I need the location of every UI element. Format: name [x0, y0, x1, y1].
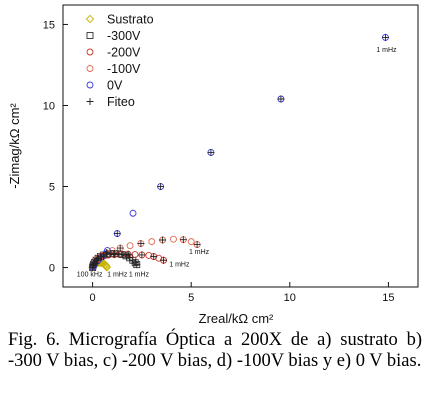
x-axis-label: Zreal/kΩ cm²	[199, 311, 274, 325]
data-point-circle	[145, 251, 153, 259]
data-point-circle	[148, 238, 156, 246]
y-tick-label: 0	[49, 263, 55, 275]
legend-label: Fiteo	[107, 95, 135, 109]
legend-label: 0V	[107, 79, 123, 93]
data-point-plus	[91, 260, 99, 267]
annotation-label: 1 mHz	[169, 262, 190, 269]
y-tick-label: 15	[43, 19, 55, 31]
data-point-plus	[193, 241, 201, 249]
legend-marker	[86, 65, 94, 72]
data-point-plus	[94, 255, 102, 263]
data-point-plus	[179, 236, 187, 244]
data-point-circle	[129, 209, 137, 217]
x-tick-label: 10	[284, 292, 296, 304]
annotation-label: 1 mHz	[376, 47, 397, 54]
figure-caption: Fig. 6. Micrografía Óptica a 200X de a) …	[8, 330, 422, 371]
legend-marker	[86, 48, 94, 56]
data-point-diamond	[102, 262, 112, 272]
x-tick-label: 5	[188, 292, 194, 304]
data-point-plus	[118, 251, 126, 259]
legend-marker	[85, 14, 95, 24]
annotation-label: 100 kHz	[77, 271, 103, 278]
data-point-circle	[131, 251, 139, 259]
data-point-circle	[169, 235, 177, 243]
y-axis-label: -Zimag/kΩ cm²	[7, 103, 22, 189]
y-tick-label: 5	[49, 182, 55, 194]
data-point-plus	[160, 256, 168, 264]
data-point-plus	[150, 253, 158, 261]
plot-frame	[62, 4, 419, 288]
data-point-plus	[381, 33, 389, 41]
data-point-plus	[113, 230, 121, 238]
legend-marker	[86, 81, 94, 89]
data-point-plus	[137, 240, 145, 248]
y-tick-label: 10	[43, 100, 55, 112]
data-point-plus	[133, 261, 141, 269]
legend-label: Sustrato	[107, 13, 154, 27]
data-point-plus	[157, 183, 165, 191]
x-tick-label: 15	[382, 292, 394, 304]
data-point-plus	[97, 253, 105, 261]
x-tick-label: 0	[90, 292, 96, 304]
legend-label: -200V	[107, 46, 141, 60]
data-point-plus	[207, 148, 215, 156]
data-point-circle	[126, 242, 134, 250]
annotation-label: 1 mHz	[129, 271, 150, 278]
data-point-plus	[138, 251, 146, 259]
data-point-circle	[187, 238, 195, 246]
legend-label: -300V	[107, 29, 141, 43]
legend-marker	[86, 32, 94, 39]
annotation-label: 1 mHz	[189, 249, 210, 256]
data-point-plus	[90, 261, 98, 269]
data-point-plus	[124, 250, 132, 258]
data-point-plus	[116, 244, 124, 252]
legend-label: -100V	[107, 62, 141, 76]
data-point-plus	[102, 249, 110, 257]
data-point-plus	[114, 250, 122, 258]
annotation-label: 1 mHz	[107, 271, 128, 278]
legend: Sustrato -300V -200V -100V 0V Fiteo	[85, 13, 154, 109]
data-point-plus	[110, 251, 118, 259]
data-point-plus	[159, 236, 167, 244]
data-point-plus	[277, 95, 285, 103]
legend-marker	[86, 98, 94, 105]
